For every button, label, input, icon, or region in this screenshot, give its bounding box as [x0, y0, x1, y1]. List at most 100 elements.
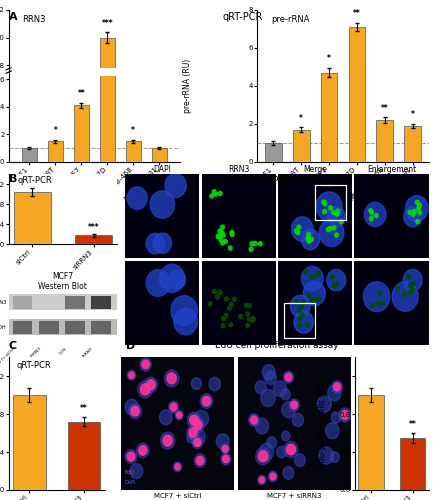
Circle shape [173, 462, 182, 471]
Circle shape [409, 284, 413, 288]
Text: *: * [327, 54, 331, 64]
Text: qRT-PCR: qRT-PCR [222, 12, 263, 22]
Text: A: A [9, 12, 17, 22]
Circle shape [194, 438, 201, 446]
Text: *: * [131, 126, 135, 135]
Circle shape [310, 237, 313, 242]
Bar [293, 130, 310, 162]
Text: Immunocytochemistry: Immunocytochemistry [222, 174, 323, 183]
Circle shape [168, 401, 179, 413]
Circle shape [221, 444, 229, 454]
Circle shape [297, 308, 301, 312]
Circle shape [363, 282, 390, 312]
Circle shape [190, 415, 198, 425]
Circle shape [192, 416, 200, 426]
X-axis label: MCF7: MCF7 [52, 272, 74, 280]
Circle shape [245, 303, 248, 308]
Circle shape [259, 477, 265, 483]
Circle shape [417, 206, 421, 210]
Bar [39, 296, 58, 308]
Circle shape [229, 302, 233, 306]
Circle shape [129, 372, 134, 378]
Circle shape [317, 396, 331, 412]
Bar [349, 27, 365, 162]
Circle shape [378, 292, 381, 296]
Circle shape [249, 414, 259, 426]
Circle shape [334, 383, 340, 391]
Circle shape [187, 434, 195, 443]
Circle shape [332, 226, 336, 230]
Circle shape [284, 442, 298, 458]
Circle shape [216, 295, 219, 299]
Text: RRN3: RRN3 [23, 14, 46, 24]
Text: MCF7+siRRN3: MCF7+siRRN3 [17, 346, 42, 371]
Circle shape [292, 413, 304, 426]
Circle shape [187, 426, 199, 440]
Circle shape [332, 380, 343, 393]
Circle shape [127, 452, 135, 461]
Circle shape [392, 282, 418, 312]
Text: C: C [9, 341, 17, 351]
Circle shape [239, 314, 242, 318]
Circle shape [300, 304, 303, 309]
Circle shape [233, 297, 236, 301]
Text: **: ** [80, 404, 88, 413]
Circle shape [331, 412, 341, 423]
Circle shape [281, 431, 290, 441]
Circle shape [146, 234, 165, 254]
Circle shape [191, 428, 205, 446]
Circle shape [413, 209, 416, 214]
Bar [359, 395, 384, 490]
Circle shape [142, 360, 149, 369]
Bar [13, 395, 46, 490]
Circle shape [335, 212, 339, 216]
Circle shape [282, 402, 295, 418]
Circle shape [213, 290, 216, 294]
Circle shape [403, 270, 422, 291]
Circle shape [220, 230, 223, 234]
Circle shape [403, 292, 406, 296]
Bar [100, 38, 115, 162]
Circle shape [294, 300, 298, 304]
Circle shape [150, 191, 174, 218]
Circle shape [329, 206, 333, 210]
Circle shape [418, 203, 421, 207]
Circle shape [328, 226, 332, 230]
Circle shape [228, 306, 231, 310]
Circle shape [222, 446, 228, 452]
Text: **: ** [78, 89, 85, 98]
Circle shape [229, 322, 233, 327]
Circle shape [192, 418, 204, 432]
Circle shape [335, 282, 339, 286]
Bar [126, 141, 141, 162]
Circle shape [129, 404, 142, 418]
Circle shape [229, 246, 232, 250]
Circle shape [411, 212, 415, 216]
Text: B: B [9, 174, 17, 184]
Circle shape [138, 381, 152, 398]
Y-axis label: EdU-positive cells (RU): EdU-positive cells (RU) [318, 380, 327, 467]
Circle shape [418, 210, 422, 215]
Circle shape [221, 324, 225, 328]
Circle shape [332, 210, 336, 214]
Circle shape [222, 233, 225, 237]
Circle shape [285, 373, 292, 381]
Circle shape [161, 432, 175, 449]
Circle shape [327, 270, 346, 291]
Circle shape [333, 282, 336, 286]
Circle shape [218, 192, 222, 196]
Text: EdU cell proliferation assay: EdU cell proliferation assay [215, 341, 339, 350]
Bar [48, 141, 63, 162]
Circle shape [267, 436, 277, 448]
Circle shape [208, 302, 212, 306]
Title: Enlargement: Enlargement [367, 165, 416, 174]
Circle shape [177, 412, 182, 418]
Circle shape [301, 314, 304, 318]
Circle shape [298, 324, 301, 328]
Circle shape [230, 232, 234, 236]
Circle shape [416, 220, 420, 224]
Bar [9, 320, 117, 336]
Title: RRN3: RRN3 [228, 165, 249, 174]
Text: ***: *** [88, 222, 100, 232]
Circle shape [202, 396, 210, 406]
